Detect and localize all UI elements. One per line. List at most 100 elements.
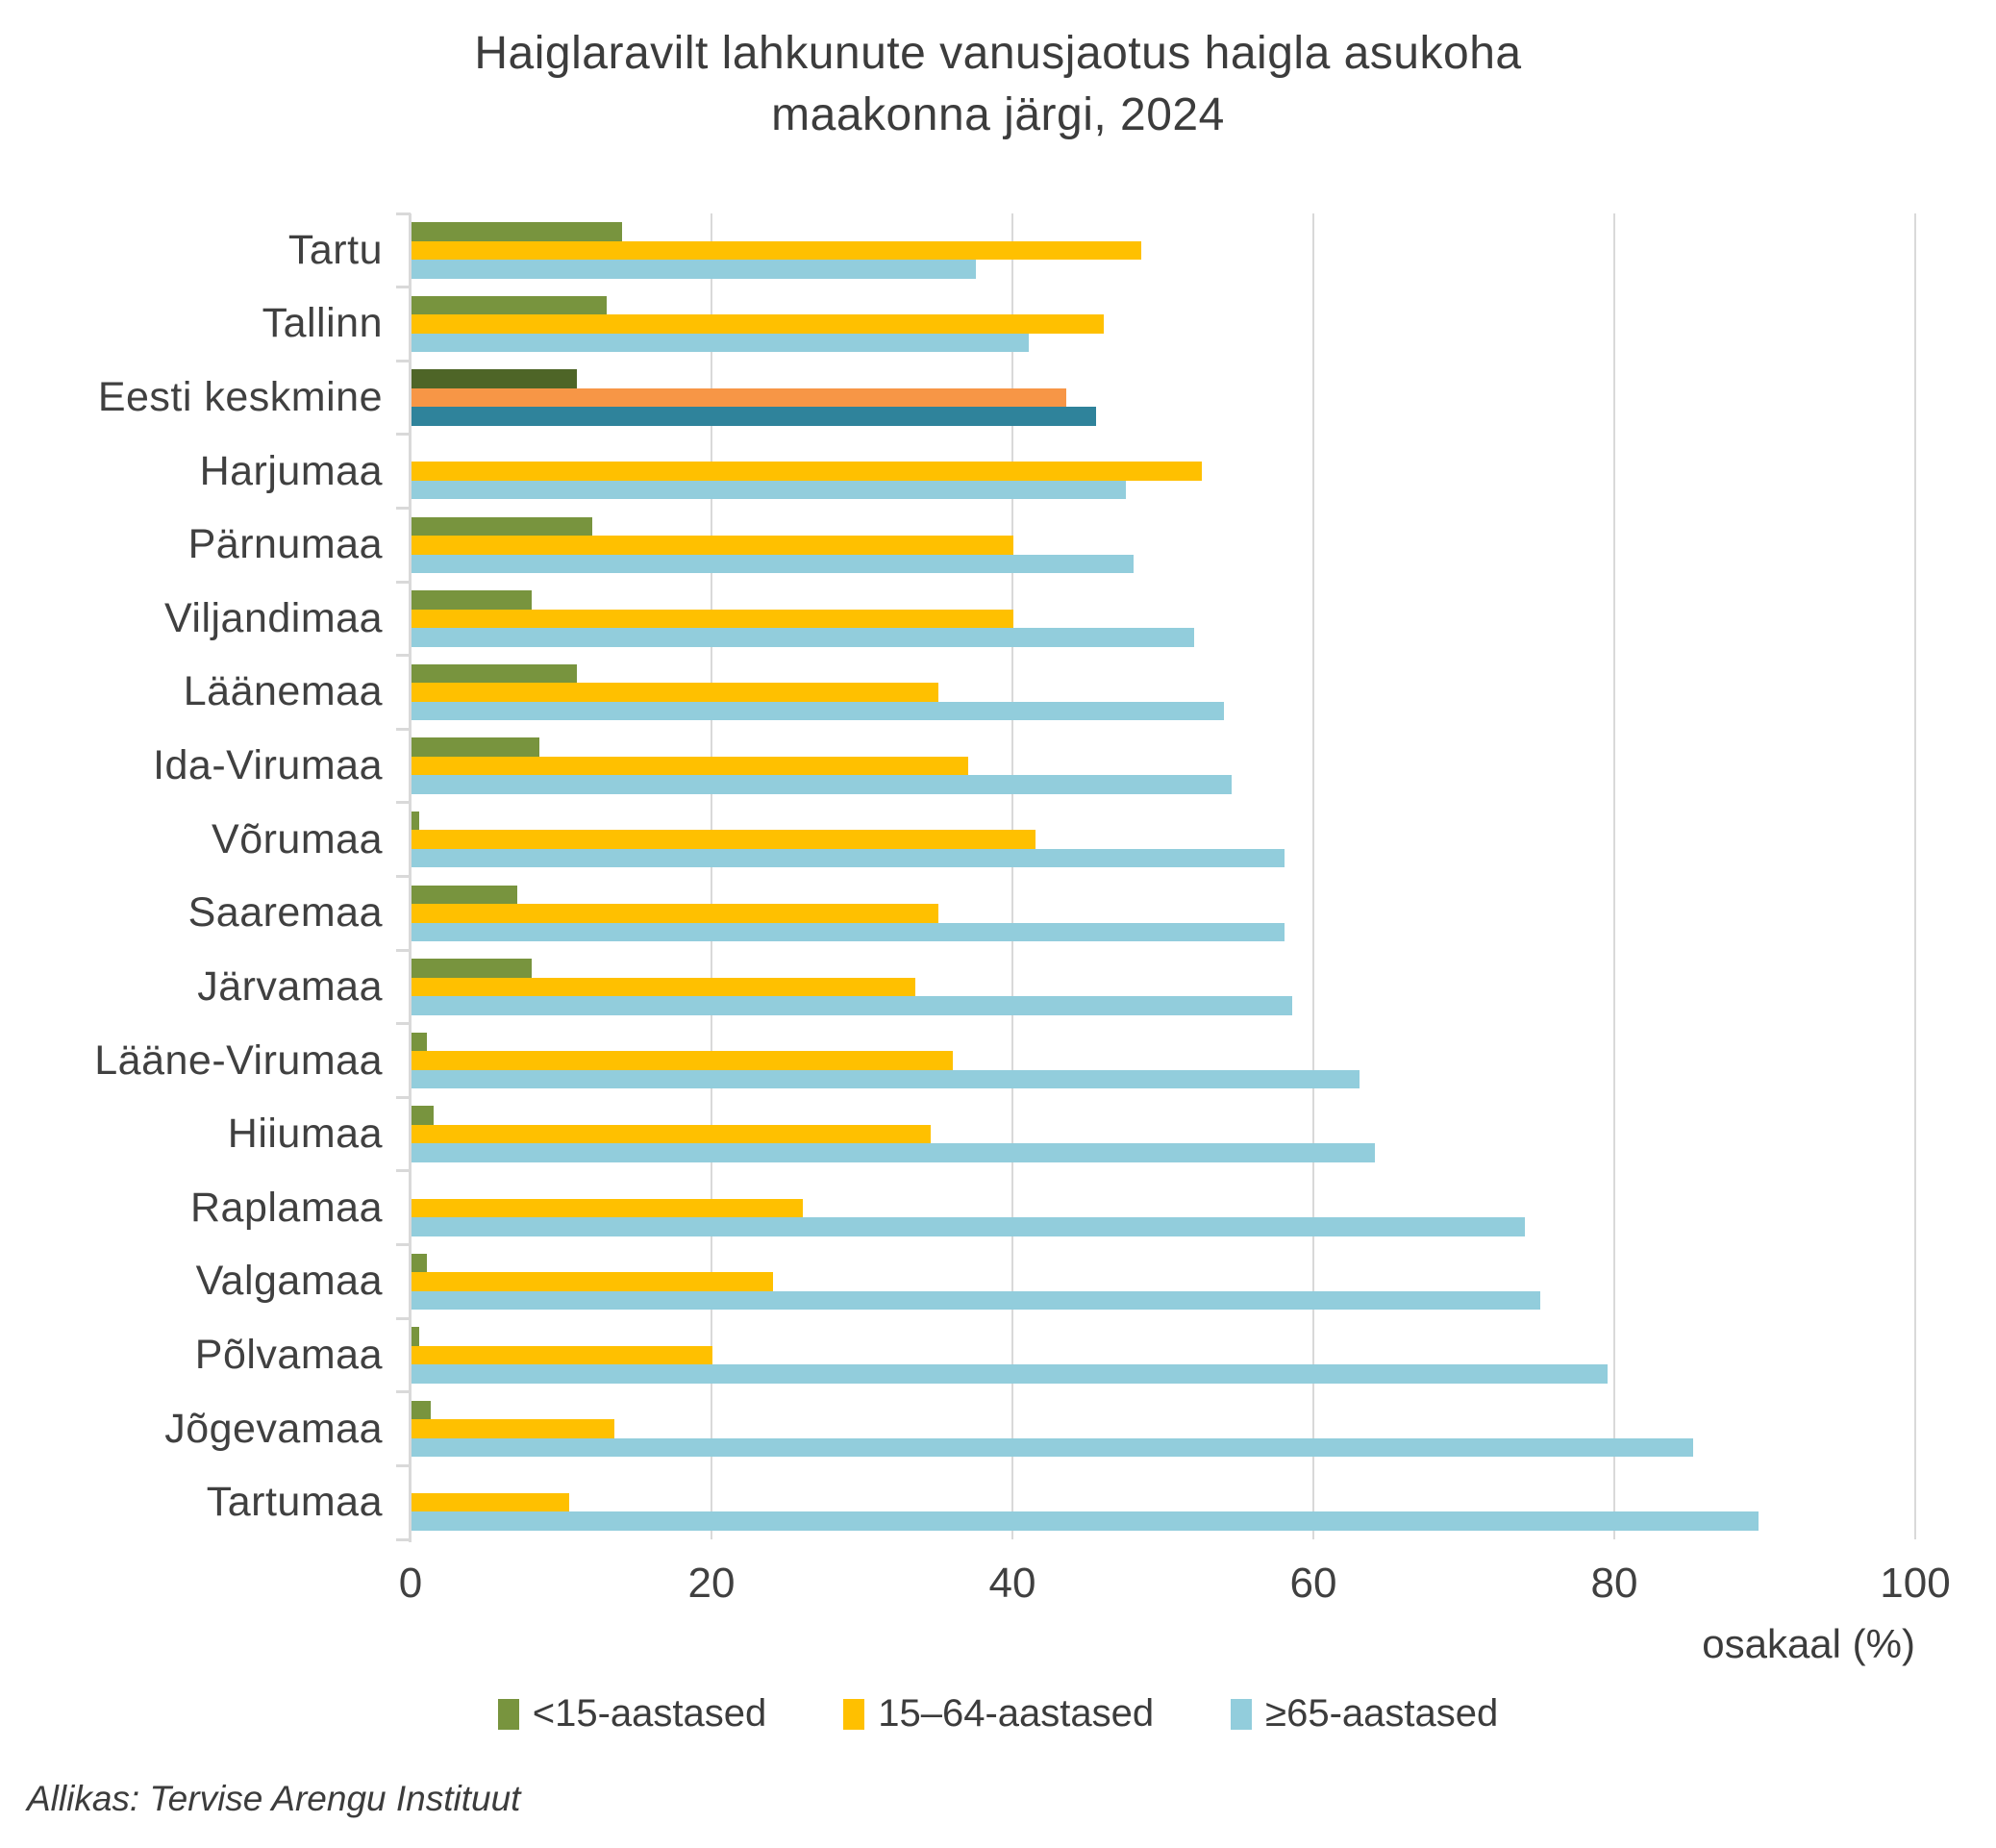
bar-≥65-aastased-Läänemaa xyxy=(412,701,1225,721)
bar-<15-aastased-Põlvamaa xyxy=(412,1327,419,1346)
bar-15–64-aastased-Tartu xyxy=(412,240,1142,261)
x-tick-label-0: 0 xyxy=(398,1560,423,1607)
bar-≥65-aastased-Harjumaa xyxy=(412,480,1127,500)
bar-≥65-aastased-Saaremaa xyxy=(412,922,1285,942)
bar-15–64-aastased-Saaremaa xyxy=(412,904,938,923)
bar-≥65-aastased-Võrumaa xyxy=(412,848,1285,868)
y-axis-tick xyxy=(396,1169,411,1173)
category-label-9: Saaremaa xyxy=(187,889,383,936)
bar-≥65-aastased-Lääne-Virumaa xyxy=(412,1069,1360,1089)
gridline-80 xyxy=(1613,213,1615,1539)
legend: <15-aastased 15–64-aastased ≥65-aastased xyxy=(0,1692,1996,1736)
bar-<15-aastased-Läänemaa xyxy=(412,663,578,684)
bar-15–64-aastased-Lääne-Virumaa xyxy=(412,1051,954,1070)
x-axis-title: osakaal (%) xyxy=(1702,1621,1915,1666)
bar-15–64-aastased-Raplamaa xyxy=(412,1198,803,1217)
category-label-13: Raplamaa xyxy=(190,1184,383,1231)
y-axis-tick xyxy=(396,875,411,878)
category-label-0: Tartu xyxy=(287,226,383,273)
bar-15–64-aastased-Valgamaa xyxy=(412,1272,773,1291)
y-axis-tick xyxy=(396,801,411,805)
x-tick-label-20: 20 xyxy=(687,1560,736,1607)
x-tick-label-40: 40 xyxy=(988,1560,1036,1607)
legend-marker-15-64 xyxy=(843,1698,865,1730)
bar-≥65-aastased-Järvamaa xyxy=(412,996,1292,1015)
bar-≥65-aastased-Jõgevamaa xyxy=(412,1437,1694,1458)
gridline-40 xyxy=(1011,213,1013,1539)
bar-<15-aastased-Võrumaa xyxy=(412,811,419,831)
x-tick-label-80: 80 xyxy=(1590,1560,1638,1607)
bar-15–64-aastased-Viljandimaa xyxy=(412,609,1013,629)
bar-15–64-aastased-Eesti keskmine xyxy=(412,387,1066,408)
bar-15–64-aastased-Pärnumaa xyxy=(412,536,1013,555)
bar-15–64-aastased-Läänemaa xyxy=(412,683,938,702)
y-axis-tick xyxy=(396,1537,411,1541)
y-axis-tick xyxy=(396,506,411,510)
y-axis-tick xyxy=(396,654,411,658)
legend-label-under-15: <15-aastased xyxy=(532,1692,767,1735)
bar-15–64-aastased-Jõgevamaa xyxy=(412,1419,615,1438)
gridline-60 xyxy=(1312,213,1314,1539)
bar-<15-aastased-Tallinn xyxy=(412,295,608,315)
bar-<15-aastased-Pärnumaa xyxy=(412,516,592,536)
chart-title-line-1: Haiglaravilt lahkunute vanusjaotus haigl… xyxy=(474,28,1522,79)
y-axis-tick xyxy=(396,1390,411,1394)
gridline-20 xyxy=(711,213,712,1539)
bar-≥65-aastased-Eesti keskmine xyxy=(412,407,1097,426)
bar-<15-aastased-Järvamaa xyxy=(412,959,533,978)
bar-≥65-aastased-Põlvamaa xyxy=(412,1364,1609,1384)
category-label-17: Tartumaa xyxy=(206,1479,383,1526)
bar-<15-aastased-Eesti keskmine xyxy=(412,369,578,388)
bar-≥65-aastased-Tartu xyxy=(412,260,976,279)
legend-item-under-15: <15-aastased xyxy=(497,1692,767,1736)
bar-15–64-aastased-Võrumaa xyxy=(412,830,1036,849)
gridline-100 xyxy=(1914,213,1916,1539)
y-axis-tick xyxy=(396,1463,411,1467)
bar-≥65-aastased-Raplamaa xyxy=(412,1217,1526,1236)
category-label-6: Läänemaa xyxy=(183,668,383,715)
y-axis-tick xyxy=(396,359,411,362)
category-label-11: Lääne-Virumaa xyxy=(94,1036,383,1084)
bar-<15-aastased-Viljandimaa xyxy=(412,590,533,610)
category-label-1: Tallinn xyxy=(262,300,383,347)
bar-≥65-aastased-Pärnumaa xyxy=(412,554,1135,573)
legend-marker-65-plus xyxy=(1231,1698,1253,1730)
x-tick-label-100: 100 xyxy=(1880,1560,1951,1607)
chart-title-line-2: maakonna järgi, 2024 xyxy=(771,89,1225,140)
category-label-15: Põlvamaa xyxy=(194,1331,383,1378)
category-label-8: Võrumaa xyxy=(212,815,383,862)
y-axis-tick xyxy=(396,212,411,215)
y-axis-tick xyxy=(396,286,411,289)
bar-≥65-aastased-Tallinn xyxy=(412,333,1029,353)
bar-15–64-aastased-Järvamaa xyxy=(412,977,916,997)
bar-<15-aastased-Lääne-Virumaa xyxy=(412,1032,427,1052)
bar-≥65-aastased-Hiiumaa xyxy=(412,1143,1375,1162)
bar-15–64-aastased-Ida-Virumaa xyxy=(412,756,969,776)
bar-15–64-aastased-Hiiumaa xyxy=(412,1124,931,1144)
legend-marker-under-15 xyxy=(497,1698,519,1730)
y-axis-tick xyxy=(396,727,411,731)
category-label-3: Harjumaa xyxy=(199,447,383,494)
legend-item-65-plus: ≥65-aastased xyxy=(1231,1692,1498,1736)
category-label-16: Jõgevamaa xyxy=(164,1405,383,1452)
y-axis-tick xyxy=(396,1243,411,1247)
category-label-14: Valgamaa xyxy=(195,1258,383,1305)
category-label-5: Viljandimaa xyxy=(163,594,383,641)
bar-15–64-aastased-Tallinn xyxy=(412,314,1104,334)
y-axis-tick xyxy=(396,1316,411,1320)
y-axis-tick xyxy=(396,433,411,437)
chart-title: Haiglaravilt lahkunute vanusjaotus haigl… xyxy=(0,23,1996,146)
category-label-12: Hiiumaa xyxy=(227,1111,383,1158)
bar-<15-aastased-Hiiumaa xyxy=(412,1106,435,1125)
bar-15–64-aastased-Harjumaa xyxy=(412,462,1202,481)
legend-item-15-64: 15–64-aastased xyxy=(843,1692,1154,1736)
y-axis-tick xyxy=(396,1095,411,1099)
y-axis-line xyxy=(409,213,412,1542)
bar-15–64-aastased-Põlvamaa xyxy=(412,1345,712,1365)
category-label-2: Eesti keskmine xyxy=(97,374,383,421)
bar-15–64-aastased-Tartumaa xyxy=(412,1492,570,1512)
source-caption: Allikas: Tervise Arengu Instituut xyxy=(27,1779,521,1818)
bar-<15-aastased-Ida-Virumaa xyxy=(412,737,540,757)
y-axis-tick xyxy=(396,1022,411,1026)
